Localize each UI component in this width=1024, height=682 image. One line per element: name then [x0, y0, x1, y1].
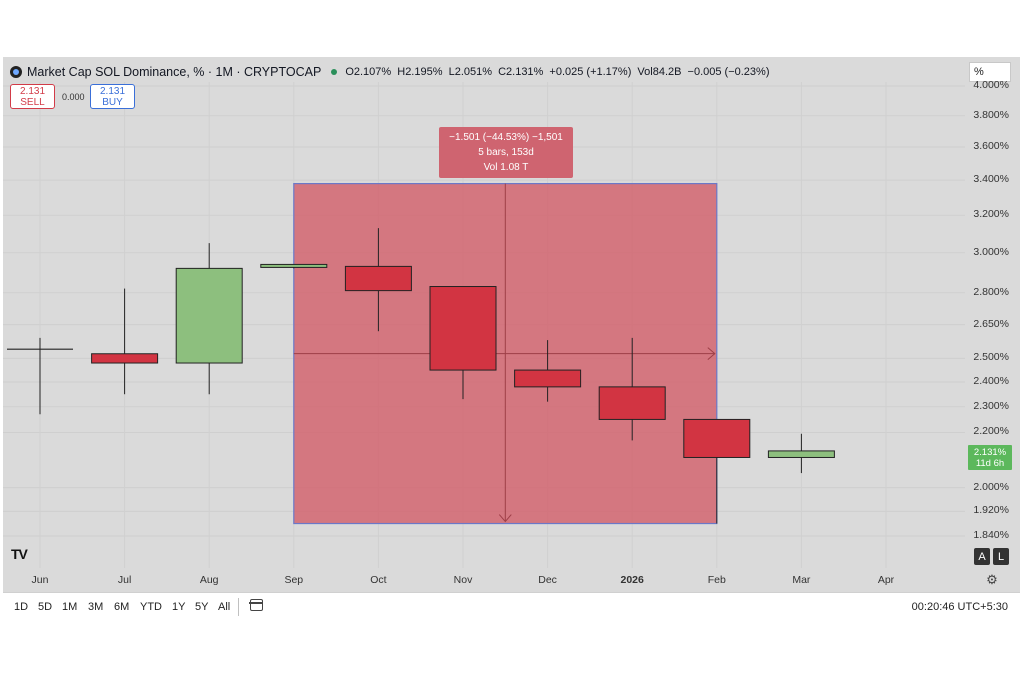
x-tick-label: 2026: [620, 574, 644, 586]
measure-v-arrowhead: [498, 514, 512, 523]
open-value: O2.107%: [345, 66, 392, 78]
timeframe-button-1d[interactable]: 1D: [14, 601, 29, 613]
calendar-icon[interactable]: [249, 599, 263, 611]
last-price-tag: 2.131% 11d 6h: [968, 445, 1012, 470]
candle-body: [175, 267, 243, 364]
clock-readout[interactable]: 00:20:46 UTC+5:30: [911, 601, 1008, 613]
candle-body: [91, 353, 159, 364]
chart-header: Market Cap SOL Dominance, % · 1M · CRYPT…: [10, 64, 772, 80]
buy-price: 2.131: [99, 85, 126, 97]
ohlc-readout: O2.107% H2.195% L2.051% C2.131% +0.025 (…: [345, 66, 772, 78]
candle[interactable]: [514, 340, 582, 402]
candle[interactable]: [91, 288, 159, 395]
timeframe-button-ytd[interactable]: YTD: [140, 601, 162, 613]
bottom-toolbar: [3, 592, 1020, 624]
y-tick-label: 2.400%: [973, 375, 1009, 388]
y-tick-label: 2.300%: [973, 399, 1009, 412]
x-tick-label: Sep: [284, 574, 304, 586]
y-tick-label: 4.000%: [973, 79, 1009, 91]
y-tick-label: 2.200%: [973, 425, 1009, 438]
buy-label: BUY: [102, 96, 123, 108]
timeframe-button-all[interactable]: All: [218, 601, 231, 613]
timeframe-button-6m[interactable]: 6M: [114, 601, 130, 613]
candle-body: [683, 418, 751, 458]
candle-body: [344, 265, 412, 292]
scale-mode-button[interactable]: %: [969, 62, 1011, 82]
last-price-value: 2.131%: [973, 446, 1007, 458]
candle[interactable]: [7, 337, 73, 415]
x-tick-label: Jul: [117, 574, 132, 586]
tradingview-logo-icon[interactable]: TV: [11, 546, 28, 562]
candle-body: [429, 286, 497, 371]
close-value: C2.131%: [498, 66, 544, 78]
y-tick-label: 3.600%: [973, 140, 1009, 153]
y-tick-label: 1.920%: [973, 504, 1009, 517]
toolbar-divider: [238, 598, 239, 616]
sell-label: SELL: [20, 96, 45, 108]
candle-body: [260, 263, 328, 268]
low-value: L2.051%: [448, 66, 493, 78]
candle[interactable]: [683, 418, 751, 524]
x-tick-label: Feb: [707, 574, 726, 586]
buy-button[interactable]: 2.131 BUY: [90, 84, 135, 109]
y-tick-label: 3.200%: [973, 208, 1009, 221]
log-scale-button[interactable]: L: [993, 548, 1009, 565]
timeframe-button-5d[interactable]: 5D: [38, 601, 53, 613]
candle[interactable]: [767, 433, 835, 474]
sell-price: 2.131: [19, 85, 46, 97]
measure-tool[interactable]: [293, 182, 718, 525]
x-tick-label: Jun: [31, 574, 49, 586]
y-tick-label: 3.400%: [973, 173, 1009, 186]
measure-info-box: −1.501 (−44.53%) −1,501 5 bars, 153d Vol…: [439, 127, 573, 178]
bar-countdown: 11d 6h: [975, 457, 1005, 469]
candle[interactable]: [344, 228, 412, 332]
spread-value: 0.000: [62, 92, 85, 102]
candles[interactable]: [7, 228, 835, 524]
candle-body: [514, 369, 582, 388]
y-tick-label: 2.650%: [973, 317, 1009, 330]
y-tick-label: 3.800%: [973, 108, 1009, 121]
market-status-icon: [331, 69, 338, 75]
x-tick-label: Aug: [199, 574, 219, 586]
timeframe-button-5y[interactable]: 5Y: [195, 601, 209, 613]
symbol-logo-icon: [10, 66, 22, 78]
x-tick-label: Apr: [877, 574, 895, 586]
y-tick-label: 3.000%: [973, 245, 1009, 258]
candle[interactable]: [260, 263, 328, 269]
change-value: +0.025 (+1.17%): [549, 66, 632, 78]
x-tick-label: Mar: [792, 574, 811, 586]
candle[interactable]: [175, 243, 243, 395]
volume-value: Vol84.2B: [637, 66, 682, 78]
sell-button[interactable]: 2.131 SELL: [10, 84, 55, 109]
x-tick-label: Dec: [538, 574, 557, 586]
measure-bars: 5 bars, 153d: [478, 147, 534, 158]
timeframe-button-3m[interactable]: 3M: [88, 601, 104, 613]
high-value: H2.195%: [397, 66, 443, 78]
x-tick-label: Nov: [453, 574, 473, 586]
x-tick-label: Oct: [370, 574, 387, 586]
y-tick-label: 1.840%: [973, 529, 1009, 541]
measure-volume: Vol 1.08 T: [483, 162, 529, 173]
candle[interactable]: [429, 286, 497, 400]
y-tick-label: 2.000%: [973, 480, 1009, 493]
candle[interactable]: [598, 337, 666, 441]
timeframe-button-1y[interactable]: 1Y: [172, 601, 186, 613]
y-tick-label: 2.800%: [973, 285, 1009, 298]
symbol-title[interactable]: Market Cap SOL Dominance, % · 1M · CRYPT…: [27, 65, 322, 79]
settings-gear-icon[interactable]: ⚙: [986, 572, 998, 587]
timeframe-button-1m[interactable]: 1M: [62, 601, 78, 613]
volume-change-value: −0.005 (−0.23%): [687, 66, 770, 78]
measure-h-arrowhead: [707, 347, 716, 360]
auto-scale-button[interactable]: A: [974, 548, 990, 565]
measure-change: −1.501 (−44.53%) −1,501: [449, 132, 563, 143]
candle-body: [767, 450, 835, 458]
candle-body: [598, 386, 666, 420]
y-tick-label: 2.500%: [973, 351, 1009, 364]
